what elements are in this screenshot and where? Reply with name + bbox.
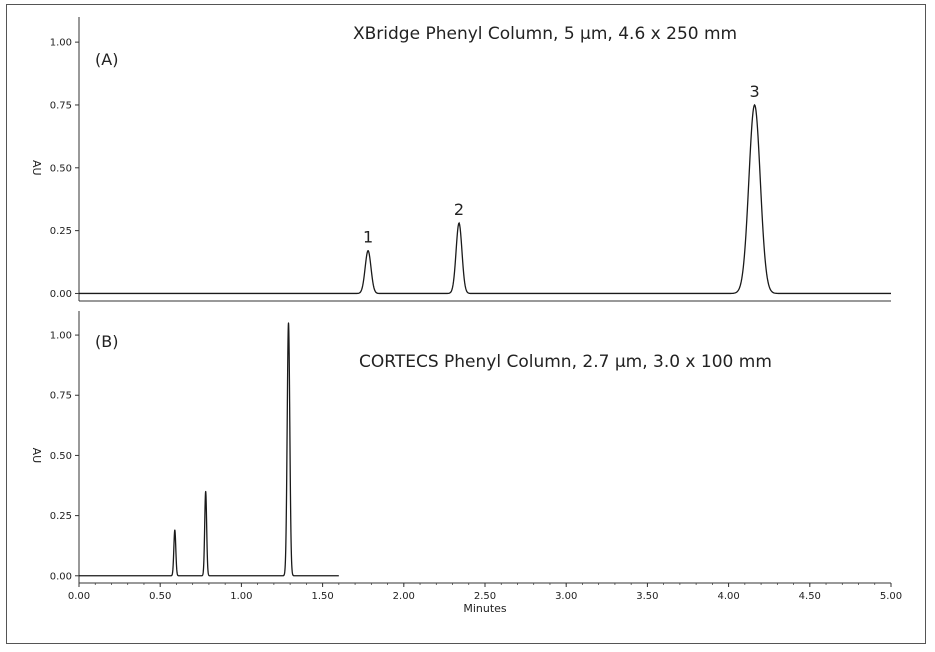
- x-tick-label: 4.00: [717, 591, 739, 602]
- figure-frame: 0.00 0.25 0.50 0.75 1.00 AU XBridge Phenyl Col…: [6, 4, 926, 644]
- x-tick-label: 3.50: [636, 591, 658, 602]
- y-tick-label: 0.00: [50, 571, 72, 582]
- x-tick-label: 0.00: [68, 591, 90, 602]
- peak-label-3: 3: [749, 82, 759, 101]
- y-tick-label: 0.75: [50, 391, 72, 402]
- y-tick-label: 0.25: [50, 226, 72, 237]
- peak-apex-2: [205, 490, 207, 493]
- peak-apex-1: [367, 250, 369, 252]
- peak-label-1: 1: [363, 228, 373, 247]
- chromatogram-trace: [79, 103, 891, 295]
- x-tick-label: 4.50: [799, 591, 821, 602]
- panel-label: (A): [95, 50, 118, 69]
- peak-apex-1: [174, 529, 176, 531]
- y-axis-label: AU: [30, 160, 43, 176]
- chromatogram-figure: 0.00 0.25 0.50 0.75 1.00 AU XBridge Phenyl Col…: [30, 17, 902, 615]
- y-tick-label: 0.25: [50, 511, 72, 522]
- y-tick-label: 0.75: [50, 100, 72, 111]
- y-axis-label: AU: [30, 448, 43, 464]
- x-tick-label: 2.50: [474, 591, 496, 602]
- x-tick-label: 2.00: [393, 591, 415, 602]
- chart-title: CORTECS Phenyl Column, 2.7 µm, 3.0 x 100…: [359, 352, 772, 372]
- y-tick-label: 1.00: [50, 38, 72, 49]
- y-tick-label: 0.50: [50, 163, 72, 174]
- chromatogram-trace: [79, 322, 339, 577]
- panel-label: (B): [95, 332, 118, 351]
- x-tick-label: 1.50: [311, 591, 333, 602]
- y-tick-label: 0.00: [50, 289, 72, 300]
- x-axis-label: Minutes: [463, 602, 507, 615]
- peak-apex-2: [458, 222, 460, 224]
- peak-apex-3: [753, 104, 756, 106]
- x-tick-label: 3.00: [555, 591, 577, 602]
- y-tick-label: 0.50: [50, 451, 72, 462]
- peak-label-2: 2: [454, 200, 464, 219]
- x-tick-label: 0.50: [149, 591, 171, 602]
- x-tick-label: 5.00: [880, 591, 902, 602]
- x-tick-label: 1.00: [230, 591, 252, 602]
- chart-title: XBridge Phenyl Column, 5 µm, 4.6 x 250 m…: [353, 24, 737, 44]
- y-tick-label: 1.00: [50, 331, 72, 342]
- peak-apex-3: [287, 322, 290, 324]
